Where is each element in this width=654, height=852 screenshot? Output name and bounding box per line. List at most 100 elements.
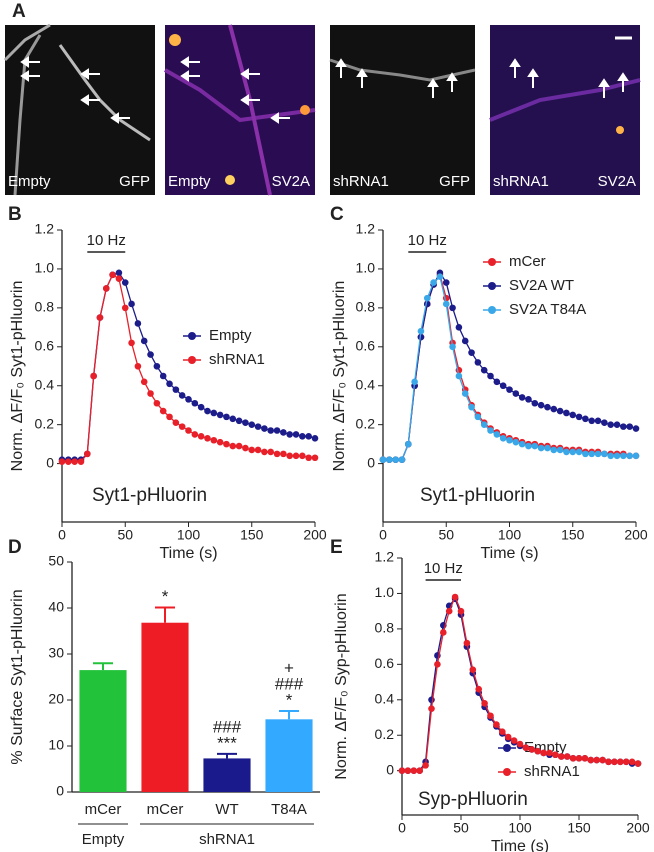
data-point (550, 405, 558, 413)
y-tick-label: 0.4 (35, 376, 55, 392)
neurite (489, 78, 641, 122)
data-point (451, 593, 459, 601)
data-point (379, 456, 387, 464)
data-point (261, 448, 268, 456)
data-point (58, 458, 66, 465)
legend-marker (488, 258, 496, 266)
y-tick-label: 0 (367, 454, 375, 470)
data-point (436, 273, 444, 281)
neurite (329, 58, 476, 82)
y-tick-label: 1.0 (35, 260, 55, 276)
legend-label: Empty (209, 327, 252, 344)
data-point (71, 458, 78, 465)
y-tick-label: 0.6 (375, 655, 395, 671)
data-point (556, 407, 564, 415)
group-label: shRNA1 (199, 831, 255, 848)
data-point (172, 419, 180, 427)
x-tick-label: 50 (117, 527, 133, 543)
image-label: Empty (168, 173, 211, 190)
data-point (531, 442, 539, 450)
data-point (563, 448, 570, 456)
legend-label: shRNA1 (524, 763, 580, 780)
data-point (558, 753, 565, 760)
data-point (416, 767, 424, 774)
data-point (510, 737, 518, 744)
x-tick-label: 100 (177, 527, 201, 543)
data-point (528, 746, 536, 753)
data-point (493, 431, 501, 438)
data-point (223, 413, 230, 421)
data-point (422, 762, 429, 769)
legend-label: mCer (509, 253, 546, 270)
data-point (499, 728, 506, 735)
annotation: Syt1-pHluorin (420, 485, 535, 506)
stimulus-label: 10 Hz (408, 232, 447, 249)
data-point (469, 666, 477, 673)
data-point (273, 450, 281, 458)
data-point (65, 458, 72, 465)
y-tick-label: 1.2 (356, 221, 376, 237)
image-label: SV2A (272, 173, 310, 190)
data-point (210, 436, 218, 444)
data-point (455, 324, 463, 331)
data-point (461, 337, 469, 345)
data-point (430, 279, 437, 286)
data-point (121, 304, 129, 312)
data-point (404, 767, 412, 774)
punctum (169, 34, 181, 46)
data-point (261, 425, 268, 432)
data-point (531, 399, 539, 407)
data-point (587, 756, 595, 764)
data-point (607, 421, 614, 428)
data-point (197, 403, 205, 411)
data-point (185, 427, 192, 434)
data-point (575, 448, 583, 456)
group-label: Empty (82, 831, 125, 848)
data-point (518, 394, 526, 401)
y-tick-label: 0.4 (356, 376, 376, 392)
neurite (3, 23, 51, 62)
data-point (588, 450, 596, 458)
data-point (121, 279, 129, 286)
neurite (13, 34, 42, 196)
data-point (499, 434, 507, 442)
data-point (575, 413, 583, 421)
data-point (273, 427, 281, 434)
y-tick-label: 0 (386, 761, 394, 777)
data-point (628, 758, 636, 766)
image-label: shRNA1 (333, 173, 389, 190)
data-point (434, 661, 441, 668)
image-label: GFP (439, 173, 470, 190)
data-point (248, 421, 256, 428)
image-label: Empty (8, 173, 51, 190)
data-point (204, 434, 211, 442)
data-point (286, 452, 294, 460)
data-point (594, 417, 602, 425)
y-tick-label: 0 (56, 783, 64, 799)
data-point (115, 275, 123, 282)
data-point (166, 413, 173, 421)
data-point (622, 758, 630, 766)
y-axis-label: Norm. ΔF/F₀ Syp-pHluorin (333, 593, 350, 779)
y-tick-label: 0.4 (375, 690, 395, 706)
y-tick-label: 20 (48, 691, 64, 707)
data-point (172, 386, 180, 393)
significance-label: * (162, 587, 169, 606)
x-tick-label: 50 (453, 820, 469, 836)
y-tick-label: 0.6 (356, 338, 376, 354)
significance-label: *** (217, 733, 237, 752)
x-tick-label: mCer (85, 801, 122, 818)
data-point (546, 749, 553, 757)
punctum (616, 126, 624, 134)
data-point (537, 401, 545, 409)
x-tick-label: 150 (567, 820, 591, 836)
x-tick-label: 0 (379, 527, 387, 543)
bar (265, 719, 313, 792)
data-point (178, 423, 186, 430)
data-point (96, 314, 104, 321)
data-point (216, 411, 224, 419)
data-point (185, 396, 192, 403)
data-point (626, 423, 633, 430)
data-point (153, 362, 161, 370)
arrows (20, 56, 629, 124)
